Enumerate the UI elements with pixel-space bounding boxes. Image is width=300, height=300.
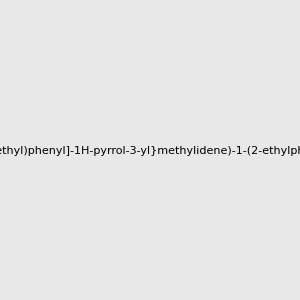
Text: (5E)-5-({2,5-dimethyl-1-[2-(trifluoromethyl)phenyl]-1H-pyrrol-3-yl}methylidene)-: (5E)-5-({2,5-dimethyl-1-[2-(trifluoromet… <box>0 146 300 157</box>
